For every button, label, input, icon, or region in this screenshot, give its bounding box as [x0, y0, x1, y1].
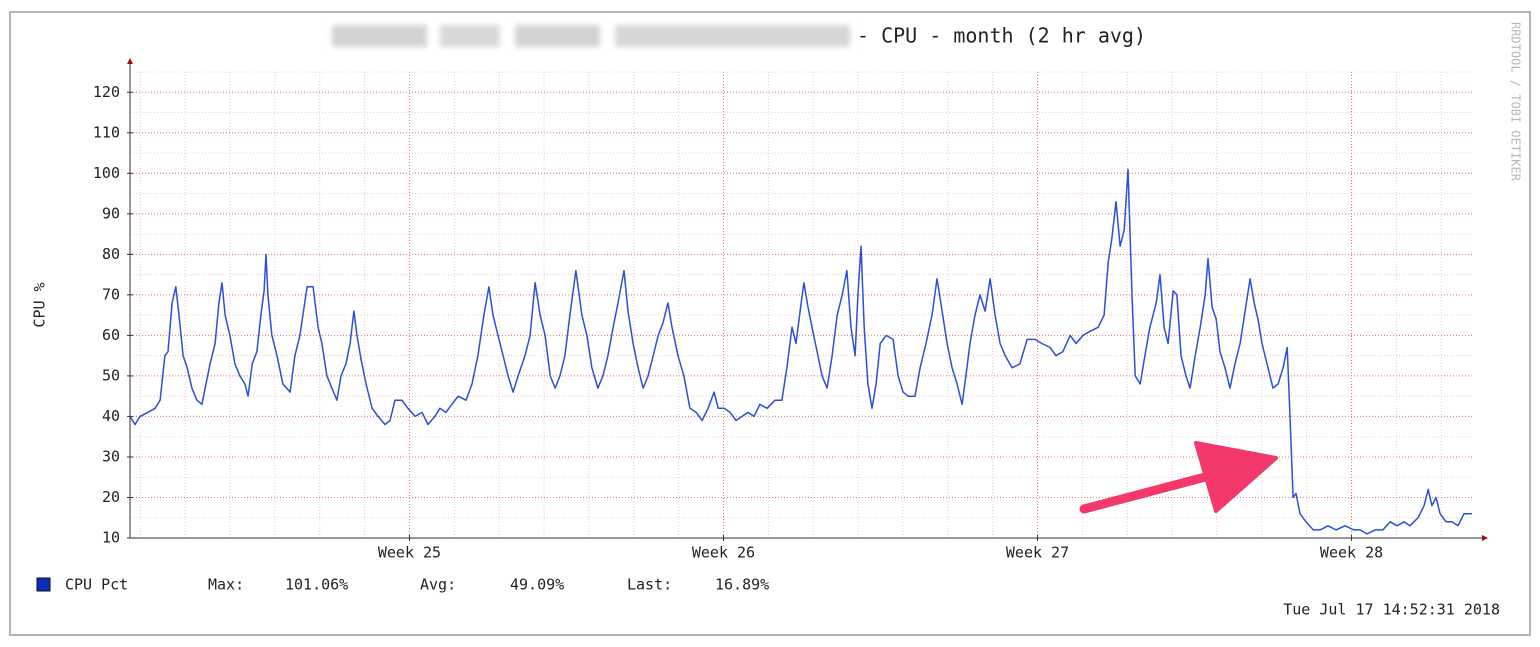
- legend-swatch: [36, 577, 51, 592]
- y-tick-label: 10: [102, 529, 120, 547]
- y-tick-label: 120: [93, 83, 120, 101]
- y-axis-label: CPU %: [31, 282, 49, 327]
- y-tick-label: 60: [102, 326, 120, 344]
- x-tick-label: Week 27: [1006, 544, 1069, 562]
- legend: CPU Pct Max: 101.06% Avg: 49.09% Last: 16.89%: [36, 576, 769, 594]
- legend-stat-label: Max:: [208, 576, 244, 594]
- plot: [129, 168, 1473, 535]
- chart-title: - CPU - month (2 hr avg): [857, 24, 1146, 48]
- y-axis-arrow: [127, 58, 133, 64]
- y-tick-label: 90: [102, 204, 120, 222]
- y-tick-label: 110: [93, 123, 120, 141]
- y-tick-label: 80: [102, 245, 120, 263]
- x-tick-label: Week 25: [378, 544, 441, 562]
- y-tick-label: 70: [102, 285, 120, 303]
- y-tick-label: 40: [102, 407, 120, 425]
- annotation-arrow: [1079, 441, 1278, 514]
- axes: 10 20 30 40 50 60 70 80 90 100 110 120 Week 25 Week 2…: [93, 58, 1488, 562]
- x-tick-label: Week 28: [1320, 544, 1383, 562]
- watermark: RRDTOOL / TOBI OETIKER: [1509, 22, 1523, 182]
- legend-stat-value: 49.09%: [510, 576, 564, 594]
- legend-stat-value: 101.06%: [285, 576, 348, 594]
- y-tick-label: 50: [102, 366, 120, 384]
- legend-stat-label: Last:: [627, 576, 672, 594]
- redacted-host: [332, 25, 850, 47]
- y-tick-label: 20: [102, 488, 120, 506]
- timestamp: Tue Jul 17 14:52:31 2018: [1283, 601, 1500, 619]
- x-tick-label: Week 26: [692, 544, 755, 562]
- cpu-line: [129, 168, 1473, 535]
- grid: [130, 71, 1474, 539]
- legend-stat-label: Avg:: [420, 576, 456, 594]
- y-tick-label: 100: [93, 164, 120, 182]
- legend-stat-value: 16.89%: [715, 576, 769, 594]
- y-tick-label: 30: [102, 447, 120, 465]
- legend-label: CPU Pct: [65, 576, 128, 594]
- x-axis-arrow: [1482, 535, 1488, 541]
- frame: [9, 11, 1531, 636]
